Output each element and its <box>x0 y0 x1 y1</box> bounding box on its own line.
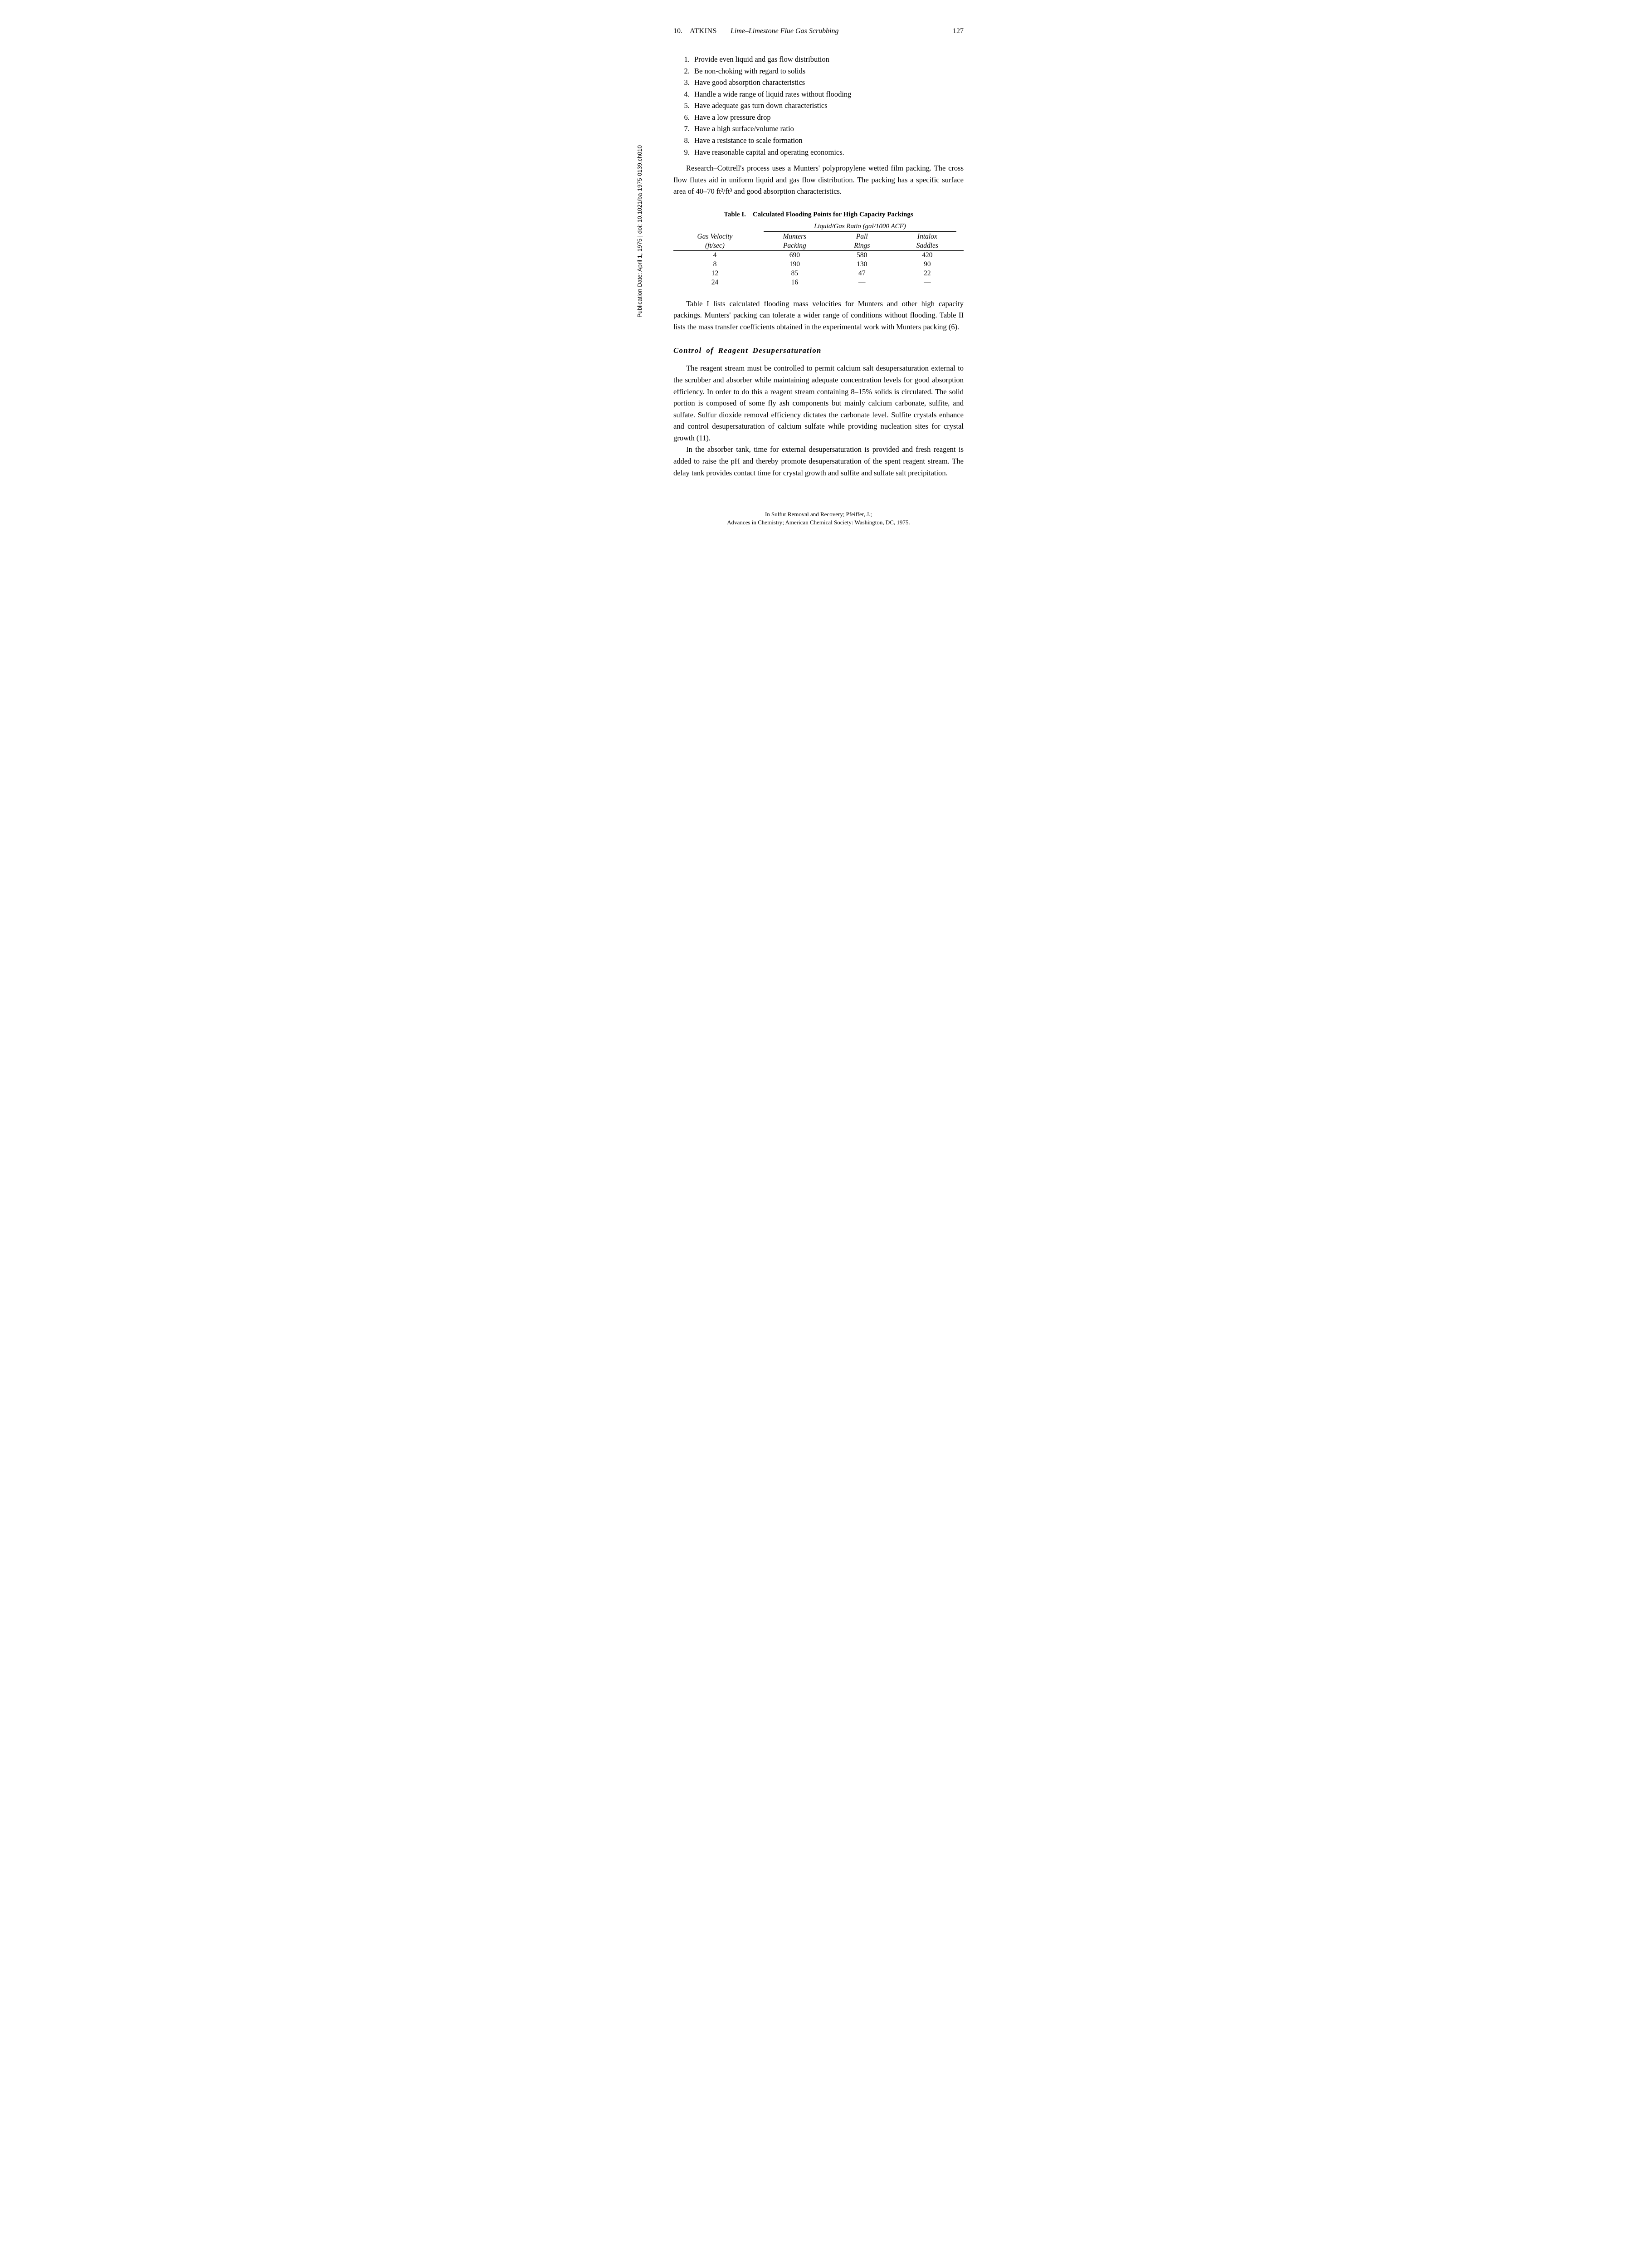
list-item: Have adequate gas turn down characterist… <box>692 100 964 112</box>
table-cell: 8 <box>673 260 756 269</box>
paragraph-intro: Research–Cottrell's process uses a Munte… <box>673 162 964 197</box>
table-flooding-points: Liquid/Gas Ratio (gal/1000 ACF) Gas Velo… <box>673 222 964 287</box>
table-row: 4 690 580 420 <box>673 250 964 260</box>
table-row: 12 85 47 22 <box>673 269 964 278</box>
col-header-intalox-2: Saddles <box>891 241 964 251</box>
list-item: Have a low pressure drop <box>692 112 964 123</box>
col-header-pall: Pall <box>833 232 891 241</box>
table-cell: — <box>833 278 891 287</box>
list-item: Have a resistance to scale formation <box>692 135 964 147</box>
col-header-velocity-unit: (ft/sec) <box>673 241 756 251</box>
list-item: Be non-choking with regard to solids <box>692 65 964 77</box>
table-cell: 22 <box>891 269 964 278</box>
table-caption: Table I. Calculated Flooding Points for … <box>673 211 964 219</box>
table-row: 8 190 130 90 <box>673 260 964 269</box>
table-cell: — <box>891 278 964 287</box>
col-header-munters: Munters <box>756 232 833 241</box>
table-cell: 12 <box>673 269 756 278</box>
table-cell: 690 <box>756 250 833 260</box>
col-header-intalox: Intalox <box>891 232 964 241</box>
page-number: 127 <box>953 27 964 35</box>
table-header-row-1: Gas Velocity Munters Pall Intalox <box>673 232 964 241</box>
paragraph-desuper-2: In the absorber tank, time for external … <box>673 444 964 479</box>
col-header-munters-2: Packing <box>756 241 833 251</box>
footer-line-1: In Sulfur Removal and Recovery; Pfeiffer… <box>673 510 964 518</box>
list-item: Have a high surface/volume ratio <box>692 123 964 135</box>
table-super-header: Liquid/Gas Ratio (gal/1000 ACF) <box>756 222 964 232</box>
running-header: 10. ATKINS Lime–Limestone Flue Gas Scrub… <box>673 27 964 35</box>
table-cell: 16 <box>756 278 833 287</box>
table-super-header-text: Liquid/Gas Ratio (gal/1000 ACF) <box>764 223 956 232</box>
col-header-velocity: Gas Velocity <box>673 232 756 241</box>
header-author: ATKINS <box>690 27 717 35</box>
requirements-list: Provide even liquid and gas flow distrib… <box>692 54 964 158</box>
table-cell: 24 <box>673 278 756 287</box>
table-cell: 580 <box>833 250 891 260</box>
running-title: Lime–Limestone Flue Gas Scrubbing <box>717 27 953 35</box>
table-cell: 90 <box>891 260 964 269</box>
table-header-row-2: (ft/sec) Packing Rings Saddles <box>673 241 964 251</box>
col-header-pall-2: Rings <box>833 241 891 251</box>
list-item: Provide even liquid and gas flow distrib… <box>692 54 964 65</box>
section-heading: Control of Reagent Desupersaturation <box>673 346 964 355</box>
list-item: Handle a wide range of liquid rates with… <box>692 88 964 100</box>
list-item: Have good absorption characteristics <box>692 77 964 88</box>
table-cell: 420 <box>891 250 964 260</box>
page-footer: In Sulfur Removal and Recovery; Pfeiffer… <box>673 510 964 527</box>
paragraph-desuper-1: The reagent stream must be controlled to… <box>673 362 964 444</box>
footer-line-2: Advances in Chemistry; American Chemical… <box>673 518 964 527</box>
chapter-num-text: 10. <box>673 27 682 35</box>
page: Publication Date: April 1, 1975 | doi: 1… <box>642 0 995 545</box>
table-row: 24 16 — — <box>673 278 964 287</box>
table-cell: 85 <box>756 269 833 278</box>
list-item: Have reasonable capital and operating ec… <box>692 147 964 158</box>
paragraph-table-discussion: Table I lists calculated flooding mass v… <box>673 298 964 333</box>
table-cell: 190 <box>756 260 833 269</box>
sidebar-citation: Publication Date: April 1, 1975 | doi: 1… <box>636 145 643 318</box>
table-cell: 47 <box>833 269 891 278</box>
table-cell: 4 <box>673 250 756 260</box>
table-super-header-row: Liquid/Gas Ratio (gal/1000 ACF) <box>673 222 964 232</box>
chapter-number: 10. ATKINS <box>673 27 717 35</box>
table-cell: 130 <box>833 260 891 269</box>
